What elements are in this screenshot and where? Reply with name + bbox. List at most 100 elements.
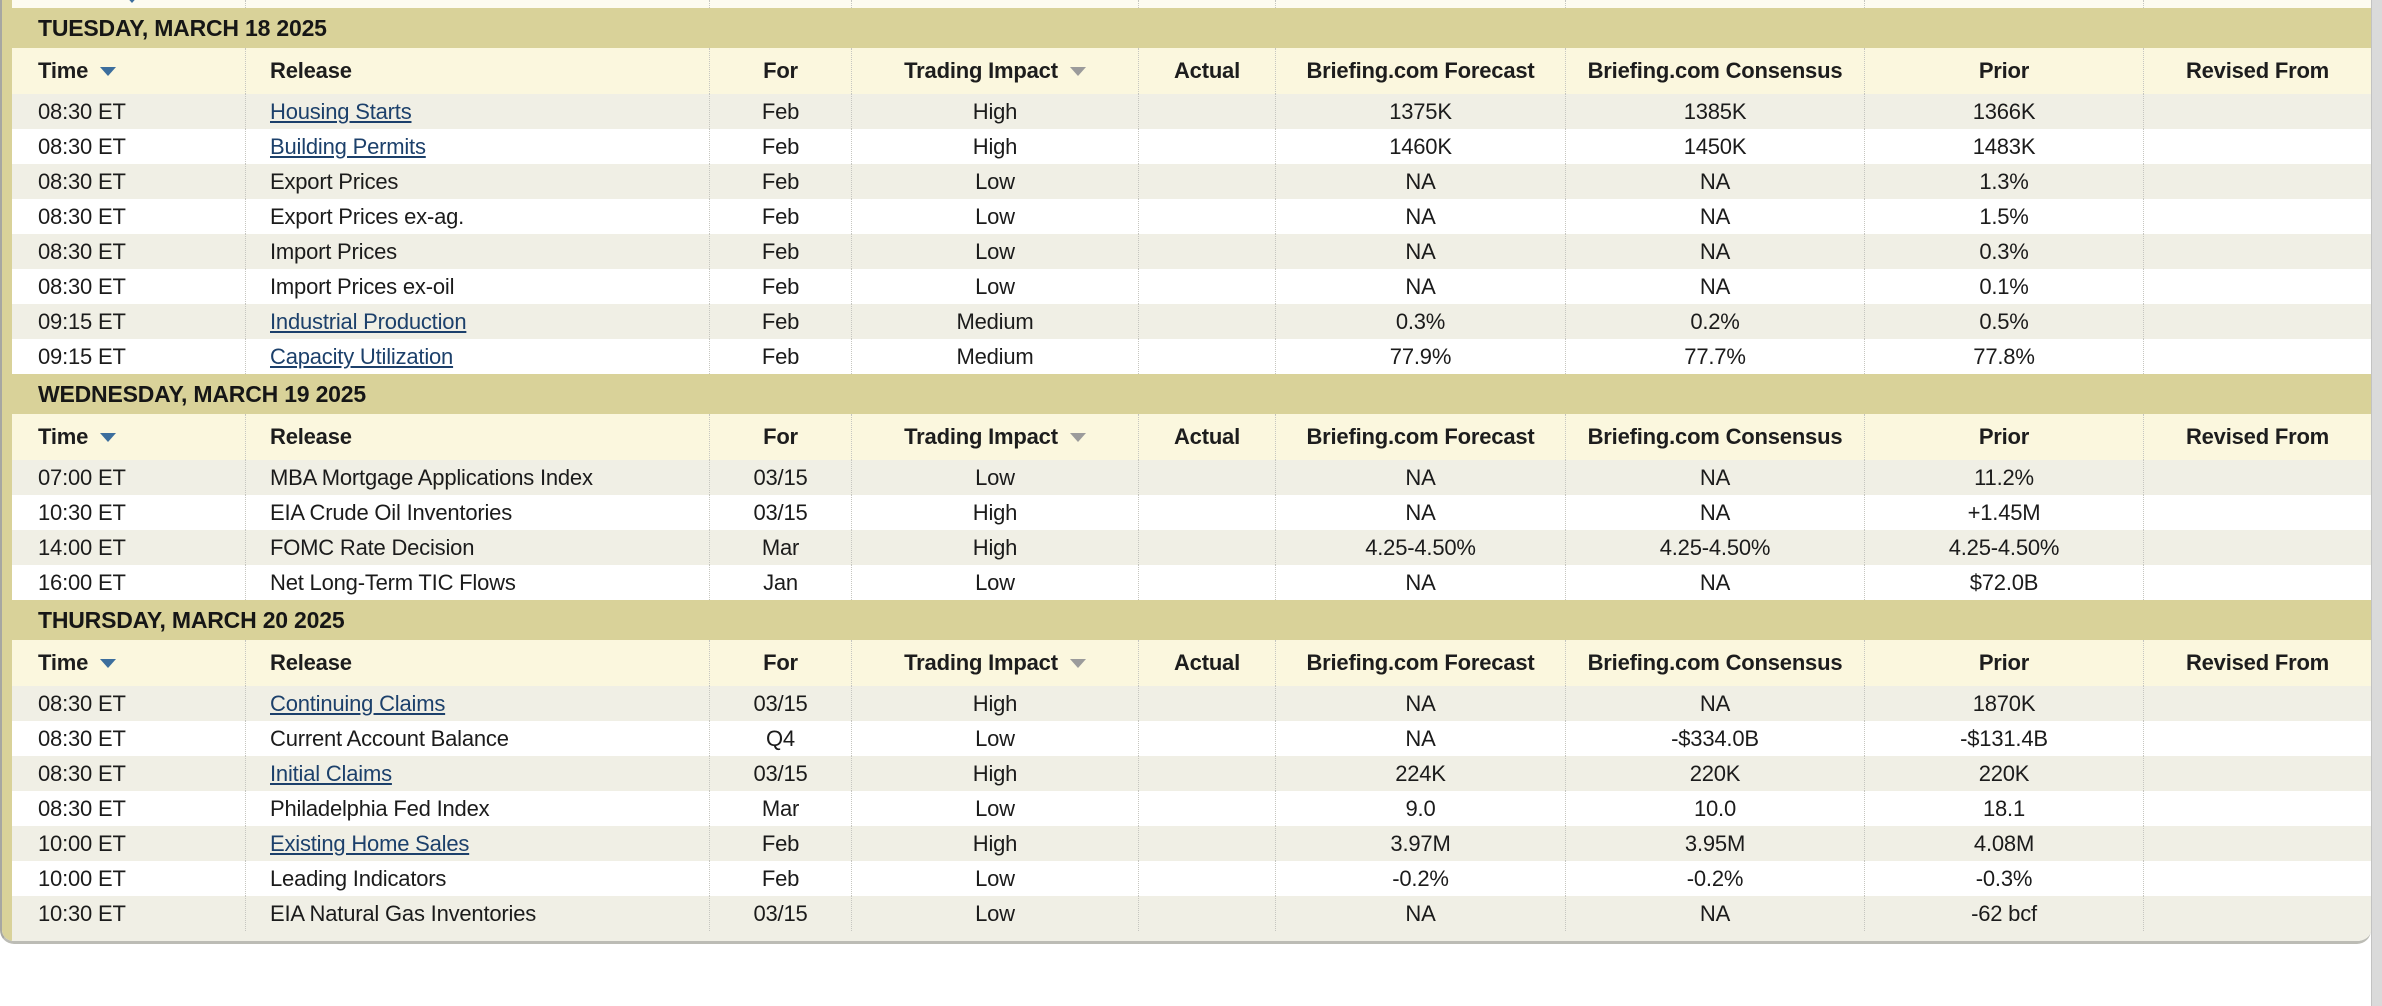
release-row: 09:15 ET Industrial Production Feb Medium 0.… (12, 304, 2371, 339)
release-link[interactable]: Initial Claims (270, 761, 392, 786)
for-cell: 03/15 (710, 686, 852, 721)
column-header-trading-impact[interactable]: Trading Impact (852, 48, 1139, 94)
column-header-row: Time Release For Trading Impact Actual Briefi… (12, 48, 2371, 94)
page-scrollbar[interactable] (2371, 0, 2382, 1006)
actual-cell (1139, 234, 1276, 269)
calendar-sections: TUESDAY, MARCH 18 2025 Time Release For Tra… (2, 8, 2371, 931)
prior-cell: 4.08M (1865, 826, 2144, 861)
consensus-cell: NA (1566, 199, 1865, 234)
release-link[interactable]: Existing Home Sales (270, 831, 470, 856)
column-header-briefing-com-consensus: Briefing.com Consensus (1566, 48, 1865, 94)
column-header-revised-from: Revised From (2144, 414, 2371, 460)
release-row: 08:30 ET Import Prices Feb Low NA NA 0.3% (12, 234, 2371, 269)
impact-cell: High (852, 530, 1139, 565)
forecast-cell: NA (1276, 565, 1566, 600)
column-header-label: Revised From (2185, 58, 2330, 83)
consensus-cell: NA (1566, 565, 1865, 600)
forecast-cell: -0.2% (1276, 861, 1566, 896)
revised-cell (2144, 530, 2371, 565)
impact-cell: Low (852, 460, 1139, 495)
actual-cell (1139, 94, 1276, 129)
impact-cell: Low (852, 234, 1139, 269)
time-cell: 10:00 ET (12, 826, 246, 861)
actual-cell (1139, 565, 1276, 600)
column-header-trading-impact[interactable]: Trading Impact (852, 414, 1139, 460)
actual-cell (1139, 339, 1276, 374)
column-header-release: Release (246, 640, 710, 686)
release-row: 08:30 ET Current Account Balance Q4 Low NA -$… (12, 721, 2371, 756)
for-cell: Feb (710, 269, 852, 304)
column-header-trading-impact[interactable]: Trading Impact (852, 640, 1139, 686)
column-header-label: Prior (1978, 424, 2030, 449)
release-row: 16:00 ET Net Long-Term TIC Flows Jan Low NA N… (12, 565, 2371, 600)
column-header-label: Prior (1978, 58, 2030, 83)
sort-arrow-icon (1069, 658, 1086, 668)
for-cell: Feb (710, 164, 852, 199)
release-cell: Building Permits (246, 129, 710, 164)
forecast-cell: 1460K (1276, 129, 1566, 164)
prior-cell: -0.3% (1865, 861, 2144, 896)
forecast-cell: 0.3% (1276, 304, 1566, 339)
column-header-label: Trading Impact (904, 58, 1058, 83)
actual-cell (1139, 756, 1276, 791)
release-link[interactable]: Continuing Claims (270, 691, 446, 716)
column-header-label: Release (270, 424, 352, 449)
impact-cell: Medium (852, 304, 1139, 339)
release-link[interactable]: Housing Starts (270, 99, 412, 124)
sort-arrow-icon (100, 658, 117, 668)
column-header-time[interactable]: Time (12, 48, 246, 94)
column-header-revised-from: Revised From (2144, 640, 2371, 686)
column-header-time[interactable]: Time (12, 640, 246, 686)
actual-cell (1139, 164, 1276, 199)
release-link[interactable]: Building Permits (270, 134, 426, 159)
for-cell: Feb (710, 826, 852, 861)
for-cell: Feb (710, 861, 852, 896)
actual-cell (1139, 896, 1276, 931)
previous-section-clipped-row (2, 0, 2371, 8)
column-header-label: Prior (1978, 650, 2030, 675)
consensus-cell: NA (1566, 686, 1865, 721)
column-header-prior: Prior (1865, 48, 2144, 94)
day-header-label: TUESDAY, MARCH 18 2025 (38, 15, 327, 41)
day-section: WEDNESDAY, MARCH 19 2025 Time Release For T… (2, 374, 2371, 600)
column-header-for: For (710, 414, 852, 460)
prior-cell: 77.8% (1865, 339, 2144, 374)
for-cell: Feb (710, 339, 852, 374)
release-cell: Continuing Claims (246, 686, 710, 721)
for-cell: Mar (710, 791, 852, 826)
forecast-cell: NA (1276, 234, 1566, 269)
release-cell: Existing Home Sales (246, 826, 710, 861)
table-bottom-edge (2, 931, 2371, 941)
release-row: 08:30 ET Philadelphia Fed Index Mar Low 9.0 1… (12, 791, 2371, 826)
impact-cell: Low (852, 861, 1139, 896)
consensus-cell: 0.2% (1566, 304, 1865, 339)
column-header-label: Release (270, 650, 352, 675)
impact-cell: High (852, 129, 1139, 164)
release-cell: Initial Claims (246, 756, 710, 791)
sort-arrow-icon (1069, 66, 1086, 76)
column-header-time[interactable]: Time (12, 414, 246, 460)
column-header-label: Revised From (2185, 650, 2330, 675)
revised-cell (2144, 721, 2371, 756)
release-cell: FOMC Rate Decision (246, 530, 710, 565)
release-row: 08:30 ET Export Prices ex-ag. Feb Low NA NA 1.… (12, 199, 2371, 234)
revised-cell (2144, 269, 2371, 304)
column-header-actual: Actual (1139, 640, 1276, 686)
release-row: 10:00 ET Leading Indicators Feb Low -0.2% -0.… (12, 861, 2371, 896)
release-cell: Housing Starts (246, 94, 710, 129)
release-cell: Net Long-Term TIC Flows (246, 565, 710, 600)
release-row: 08:30 ET Housing Starts Feb High 1375K 1385K 1… (12, 94, 2371, 129)
time-cell: 08:30 ET (12, 94, 246, 129)
column-header-label: Trading Impact (904, 424, 1058, 449)
column-header-label: For (763, 58, 798, 83)
for-cell: Q4 (710, 721, 852, 756)
release-link[interactable]: Capacity Utilization (270, 344, 454, 369)
revised-cell (2144, 339, 2371, 374)
release-link[interactable]: Industrial Production (270, 309, 467, 334)
release-cell: Import Prices ex-oil (246, 269, 710, 304)
release-cell: Leading Indicators (246, 861, 710, 896)
for-cell: 03/15 (710, 896, 852, 931)
forecast-cell: 77.9% (1276, 339, 1566, 374)
forecast-cell: NA (1276, 269, 1566, 304)
impact-cell: Low (852, 721, 1139, 756)
